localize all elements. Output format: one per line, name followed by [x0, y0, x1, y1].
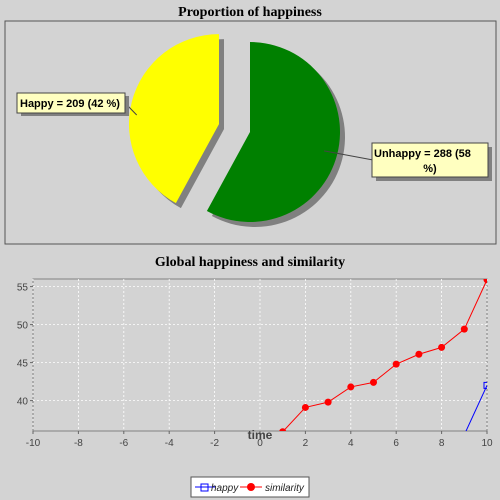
x-tick-label: 2: [303, 438, 309, 449]
x-tick-label: -4: [165, 438, 174, 449]
line-chart-title: Global happiness and similarity: [155, 255, 345, 270]
grid-lines: [32, 279, 488, 431]
legend-happy-label: happy: [211, 483, 239, 494]
x-tick-label: 0: [257, 438, 263, 449]
series-line-happy: [465, 385, 487, 431]
y-tick-label: 45: [17, 359, 29, 370]
pie-label-unhappy-line2: %): [423, 163, 437, 175]
x-axis-label: time: [248, 428, 273, 442]
legend-happy-marker: [200, 483, 209, 492]
x-tick-label: -8: [74, 438, 83, 449]
pie-label-connector-unhappy: [324, 150, 374, 161]
pie-chart: Unhappy = 288 (58%) Happy = 209 (42 %): [16, 34, 492, 228]
pie-label-happy: Happy = 209 (42 %): [20, 98, 120, 110]
data-point-similarity: [415, 350, 423, 358]
legend: happy similarity: [190, 476, 310, 498]
x-tick-label: -10: [26, 438, 41, 449]
data-point-similarity: [438, 343, 446, 351]
pie-label-box-unhappy: [371, 142, 489, 178]
x-tick-label: 8: [439, 438, 445, 449]
data-point-similarity: [324, 398, 332, 406]
y-tick-label: 40: [17, 397, 29, 408]
data-point-similarity: [460, 325, 468, 333]
legend-similarity-label: similarity: [265, 483, 305, 494]
x-tick-label: 4: [348, 438, 354, 449]
data-point-similarity: [370, 378, 377, 386]
series-layer: [279, 279, 487, 438]
series-line-similarity: [282, 279, 487, 431]
pie-slice-unhappy: [206, 42, 340, 222]
y-axis: 40 45 50 55: [17, 283, 33, 408]
x-tick-label: 10: [481, 438, 493, 449]
y-tick-label: 50: [17, 321, 29, 332]
x-axis: -10 -8 -6 -4 -2 0 2 4 6 8 10: [26, 431, 493, 449]
pie-slice-happy: [128, 34, 219, 204]
x-tick-label: -2: [210, 438, 219, 449]
data-point-similarity: [483, 279, 487, 284]
data-point-happy: [461, 432, 467, 438]
data-point-happy: [483, 381, 487, 389]
data-point-similarity: [301, 403, 309, 411]
x-tick-label: -6: [119, 438, 128, 449]
data-point-similarity: [392, 360, 400, 368]
pie-chart-title: Proportion of happiness: [178, 5, 322, 20]
legend-similarity-marker: [247, 483, 255, 491]
y-tick-label: 55: [17, 283, 29, 294]
pie-label-box-happy: [16, 92, 126, 114]
x-tick-label: 6: [393, 438, 399, 449]
data-point-similarity: [279, 428, 287, 431]
pie-label-unhappy-line1: Unhappy = 288 (58: [374, 148, 471, 160]
data-point-similarity: [347, 383, 355, 391]
